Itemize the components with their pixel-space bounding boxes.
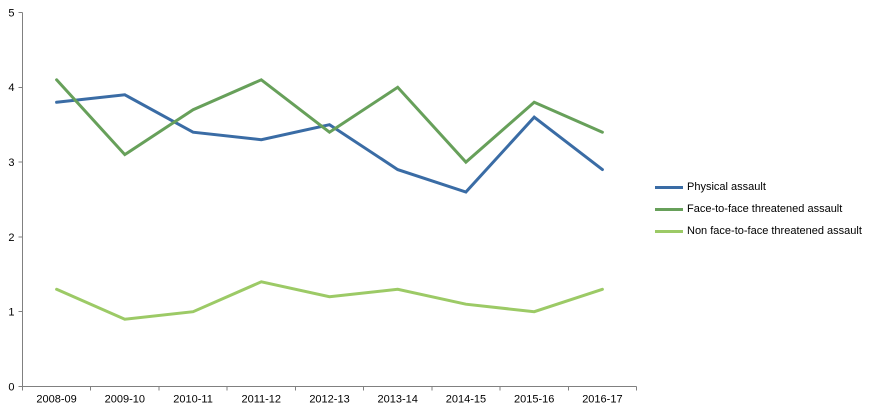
x-tick-label: 2008-09 [36,394,76,406]
series-line-non-face-to-face-threatened-assault [55,280,604,321]
x-tick-label: 2010-11 [173,394,213,406]
x-tick-label: 2009-10 [105,394,145,406]
y-tick-label: 0 [8,381,14,393]
legend-label: Non face-to-face threatened assault [687,224,862,237]
line-chart: 0 1 2 3 4 5 2008-09 2009-10 2010-11 2011-12 2012-1… [8,7,637,406]
legend-item-physical-assault: Physical assault [655,176,862,198]
legend-swatch-icon [655,229,683,233]
x-tick-label: 2015-16 [514,394,554,406]
legend-swatch-icon [655,207,683,211]
chart-legend: Physical assault Face-to-face threatened … [655,176,862,242]
x-tick-label: 2016-17 [582,394,622,406]
legend-item-non-face-to-face-threatened-assault: Non face-to-face threatened assault [655,220,862,242]
x-tick-label: 2014-15 [446,394,486,406]
legend-label: Physical assault [687,180,766,193]
y-tick-label: 2 [8,232,14,244]
series-line-physical-assault [55,93,604,194]
x-tick-label: 2013-14 [378,394,418,406]
x-tick-label: 2012-13 [309,394,349,406]
y-tick-label: 3 [8,157,14,169]
legend-swatch-icon [655,185,683,189]
x-tick-label: 2011-12 [241,394,281,406]
series-line-face-to-face-threatened-assault [55,78,604,165]
legend-item-face-to-face-threatened-assault: Face-to-face threatened assault [655,198,862,220]
legend-label: Face-to-face threatened assault [687,202,843,215]
y-tick-label: 5 [8,7,14,19]
y-tick-label: 4 [8,82,14,94]
y-tick-label: 1 [8,307,14,319]
